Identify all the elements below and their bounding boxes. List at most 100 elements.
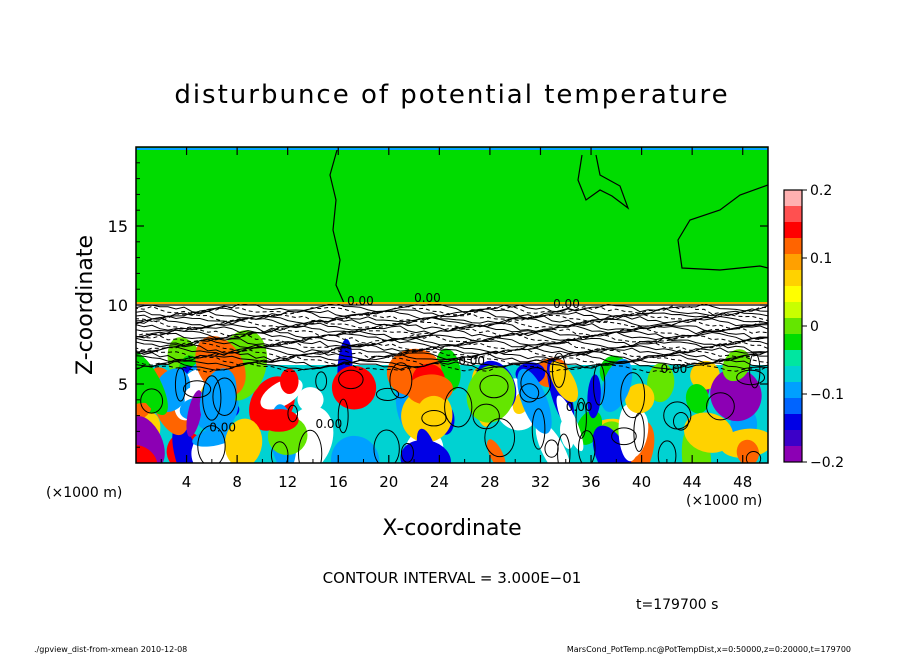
- mixing-contour-line: [136, 331, 768, 343]
- convection-cell: [224, 418, 263, 463]
- contour-label: 0.00: [414, 291, 441, 305]
- y-tick-label: 15: [108, 217, 128, 236]
- colorbar-swatch: [784, 206, 802, 223]
- convection-cell: [136, 444, 158, 463]
- x-tick-label: 36: [581, 473, 600, 491]
- upper-contour-line: [577, 154, 630, 210]
- x-tick-label: 8: [232, 473, 242, 491]
- upper-contours: [329, 149, 768, 304]
- convection-cell: [406, 374, 453, 405]
- mixing-contour-line: [136, 333, 768, 345]
- convection-contour: [400, 443, 414, 463]
- x-tick-label: 40: [632, 473, 651, 491]
- y-tick-label: 10: [108, 296, 128, 315]
- colorbar-swatch: [784, 430, 802, 447]
- convection-cell: [199, 368, 237, 426]
- x-tick-label: 48: [733, 473, 752, 491]
- colorbar-swatch: [784, 382, 802, 399]
- colorbar-swatch: [784, 190, 802, 207]
- convection-contour: [315, 371, 328, 391]
- convection-contour: [611, 427, 637, 446]
- mixing-contour-line: [136, 329, 768, 340]
- convection-cell: [280, 368, 299, 394]
- x-tick-label: 28: [480, 473, 499, 491]
- convection-cell: [690, 360, 720, 390]
- colorbar-swatch: [784, 270, 802, 287]
- contour-label: 0.00: [347, 294, 374, 308]
- convection-contour: [140, 388, 164, 414]
- upper-contour-line: [329, 149, 345, 304]
- colorbar-swatch: [784, 238, 802, 255]
- x-unit-left: (×1000 m): [46, 485, 122, 501]
- chart-title: disturbunce of potential temperature: [174, 80, 729, 110]
- mixing-contours: [136, 302, 768, 374]
- contour-label: 0.00: [209, 420, 236, 434]
- convection-contour: [421, 409, 447, 427]
- convection-contour: [520, 367, 552, 400]
- colorbar-swatch: [784, 318, 802, 335]
- plot-area: [136, 147, 768, 463]
- convection-cell: [297, 387, 324, 413]
- convection-contour: [297, 429, 323, 463]
- convection-cell: [647, 362, 675, 403]
- convection-cell: [186, 390, 203, 437]
- mixing-contour-line: [136, 348, 768, 359]
- convection-contour: [338, 369, 364, 390]
- convection-cell: [486, 439, 506, 463]
- convection-contour: [479, 374, 509, 399]
- convection-cell: [722, 349, 751, 382]
- mixing-contour-line: [136, 341, 768, 352]
- mixing-contour-line: [136, 307, 768, 319]
- x-tick-label: 4: [182, 473, 192, 491]
- colorbar-swatch: [784, 254, 802, 271]
- convection-cell: [416, 428, 438, 463]
- convection-contour: [745, 450, 762, 463]
- x-unit-right: (×1000 m): [686, 493, 762, 509]
- convection-cell: [592, 425, 633, 463]
- colorbar-swatch: [784, 446, 802, 463]
- convection-contour: [633, 412, 645, 452]
- convection-cell: [331, 435, 380, 463]
- x-tick-label: 12: [278, 473, 297, 491]
- convection-cell: [136, 350, 168, 416]
- colorbar-swatch: [784, 334, 802, 351]
- mixing-contour-line: [136, 362, 768, 374]
- convection-contour: [472, 403, 500, 430]
- x-tick-label: 32: [531, 473, 550, 491]
- convection-contour: [389, 362, 413, 399]
- contour-labels: 0.00 0.00 0.00 0.00 0.00 0.00 0.00 0.00: [209, 291, 687, 435]
- colorbar-tick-label: −0.1: [810, 387, 844, 403]
- mixing-contour-line: [136, 327, 768, 338]
- convection-cell: [259, 409, 299, 432]
- x-tick-label: 24: [430, 473, 449, 491]
- footer-left: ./gpview_dist-from-xmean 2010-12-08: [34, 645, 187, 654]
- convection-contour: [519, 383, 540, 403]
- convection-contour: [197, 425, 226, 463]
- convection-contour: [375, 387, 400, 401]
- colorbar-swatch: [784, 350, 802, 367]
- colorbar-tick-label: 0: [810, 319, 819, 335]
- convection-cell: [618, 404, 640, 462]
- convection-cell: [625, 383, 655, 414]
- time-label: t=179700 s: [636, 597, 718, 613]
- convection-contour: [672, 411, 689, 431]
- upper-layer-field: [136, 147, 768, 305]
- convection-contour: [557, 433, 571, 463]
- convection-contour: [373, 429, 400, 463]
- convection-contour: [736, 369, 766, 386]
- x-tick-label: 44: [683, 473, 702, 491]
- y-tick-label: 5: [118, 375, 128, 394]
- convection-cell: [685, 384, 709, 414]
- contour-label: 0.00: [566, 400, 593, 414]
- colorbar-tick-label: −0.2: [810, 455, 844, 471]
- footer-right: MarsCond_PotTemp.nc@PotTempDist,x=0:5000…: [567, 645, 851, 654]
- x-axis: 4 8 12 16 20 24 28 32 36 40 44 48: [160, 147, 752, 491]
- convection-contour: [202, 375, 222, 421]
- contour-label: 0.00: [661, 362, 688, 376]
- convection-cell: [517, 368, 552, 434]
- convection-contour: [657, 440, 677, 463]
- colorbar: 0.2 0.1 0 −0.1 −0.2: [783, 183, 844, 471]
- convection-contour: [663, 401, 692, 430]
- convection-contour: [593, 363, 606, 406]
- x-tick-label: 16: [329, 473, 348, 491]
